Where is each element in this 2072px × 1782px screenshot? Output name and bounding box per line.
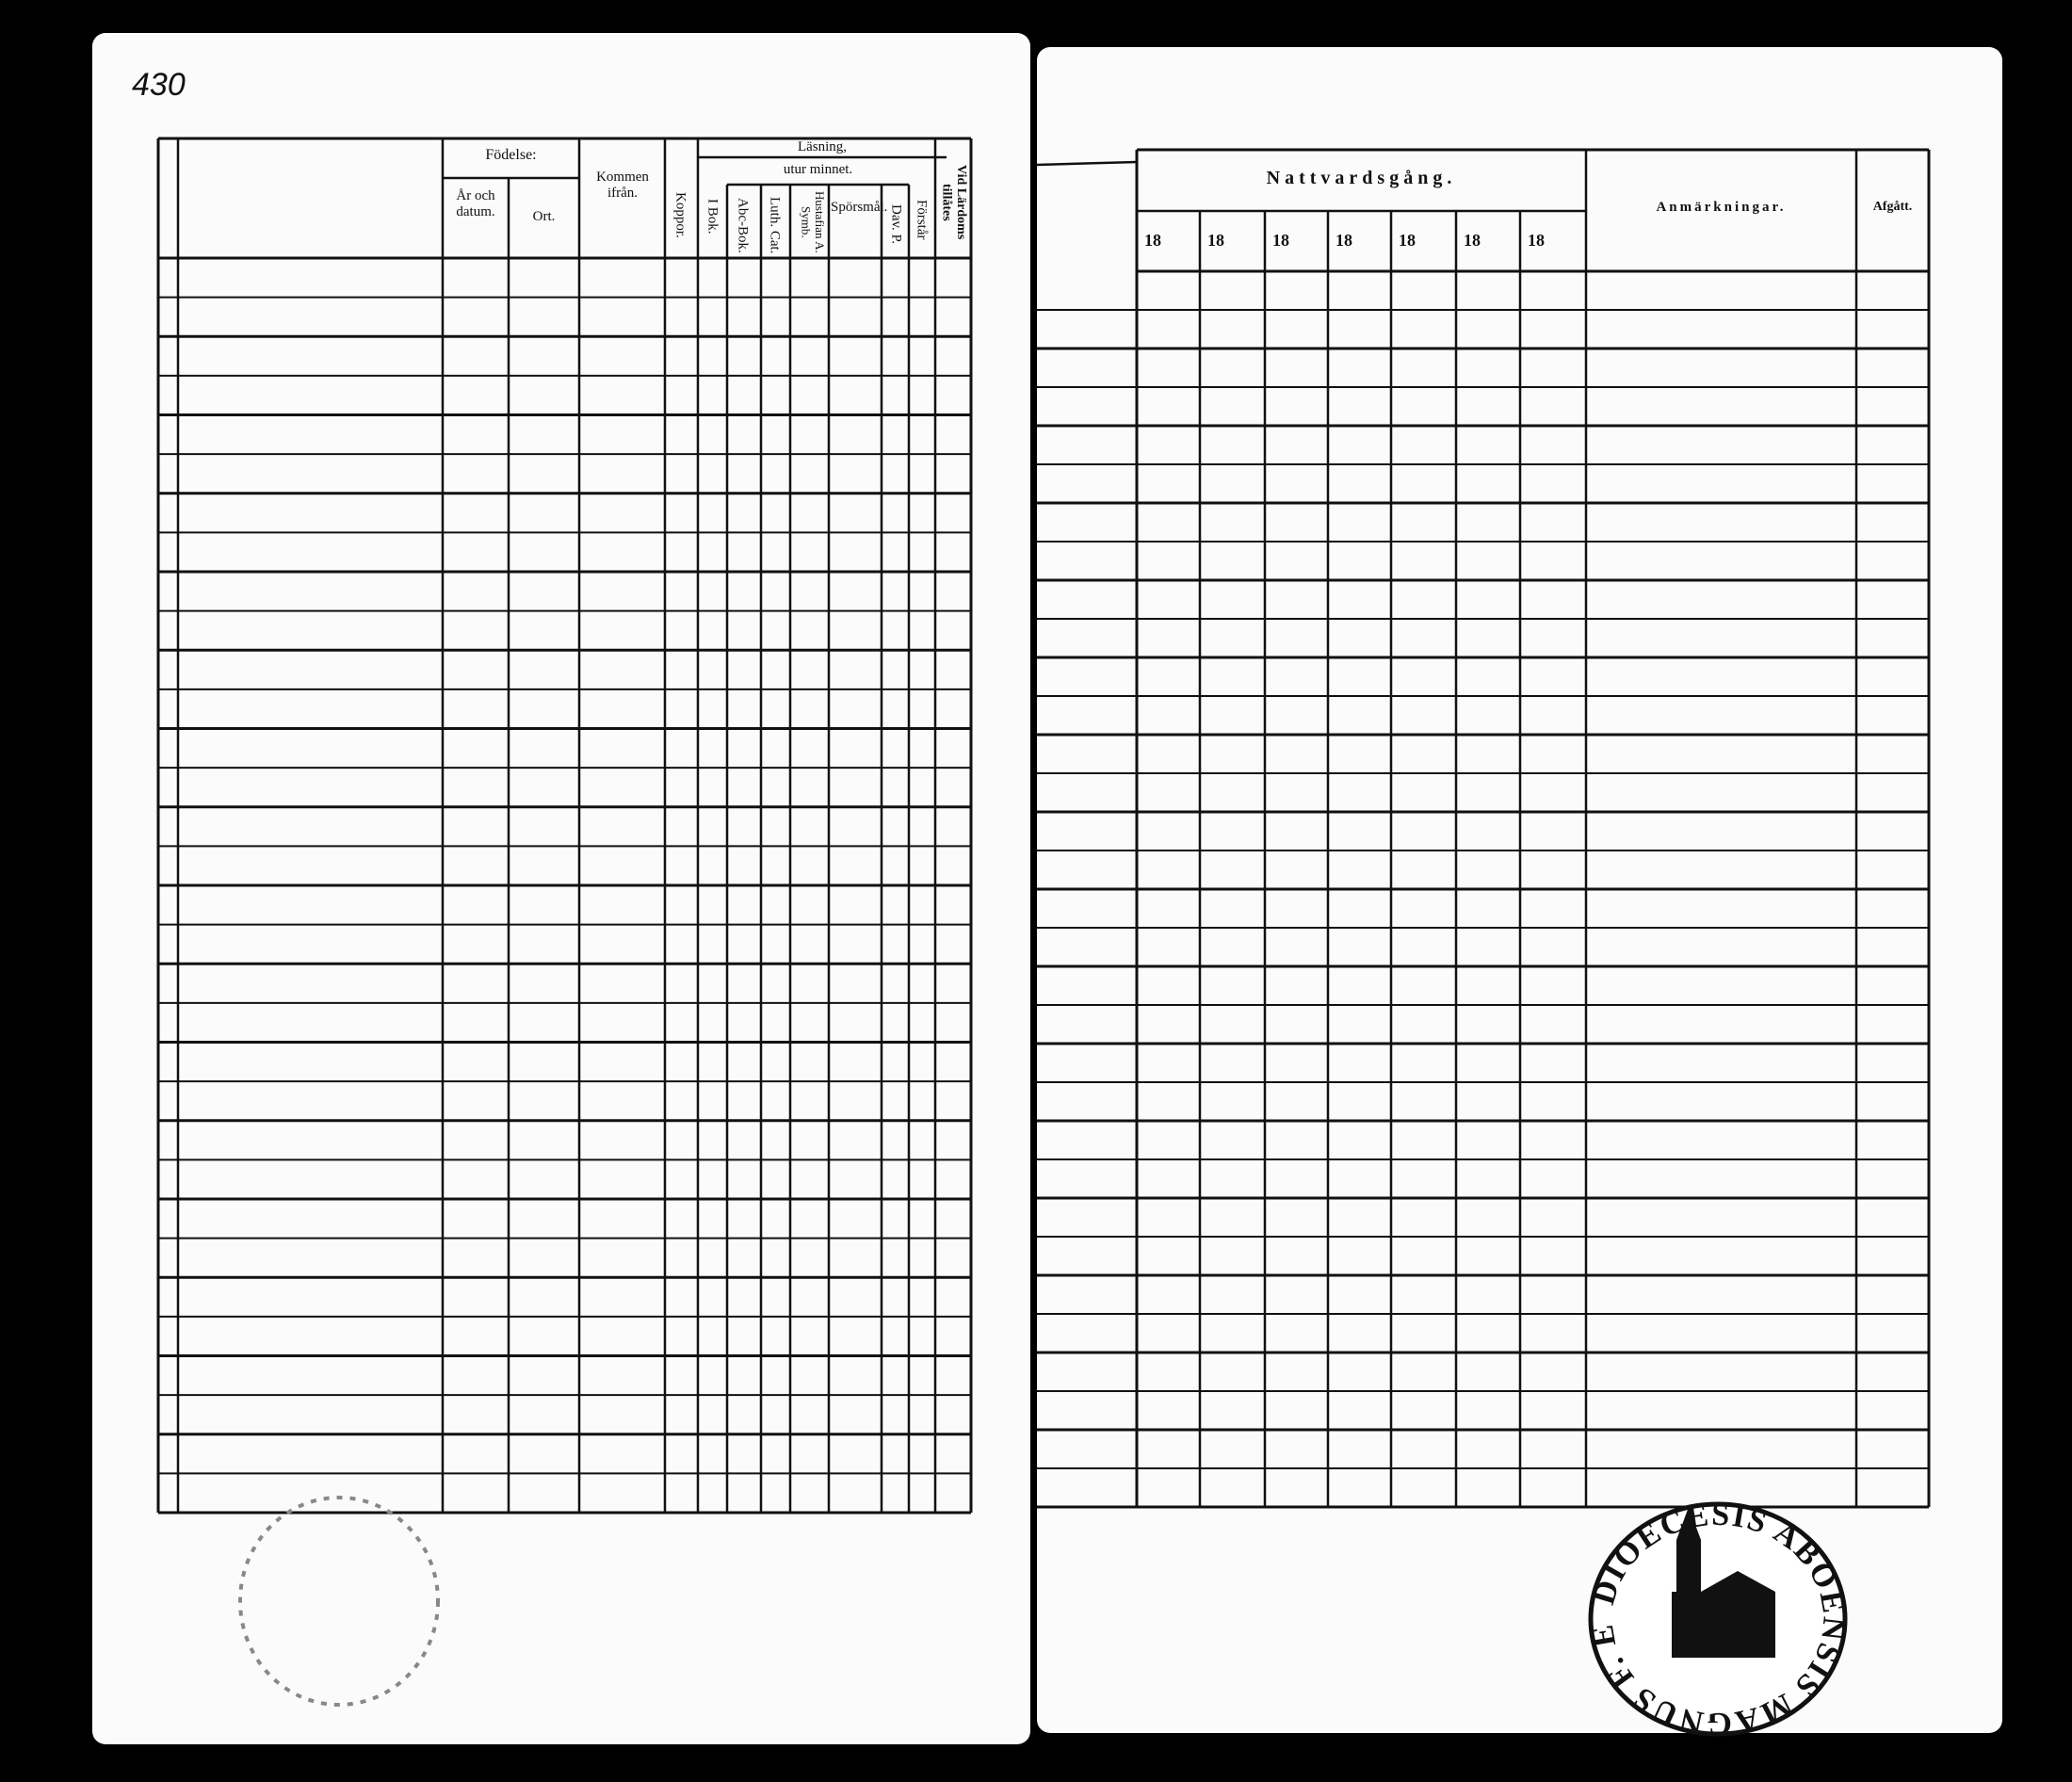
header: Ort. <box>532 209 556 224</box>
header: Hustafian A. Symb. <box>799 191 827 253</box>
year-prefix: 18 <box>1272 231 1289 250</box>
year-prefix: 18 <box>1464 231 1481 250</box>
header: Spörsmål. <box>831 200 888 215</box>
left-page <box>92 33 1030 1744</box>
year-prefix: 18 <box>1399 231 1416 250</box>
year-prefix: 18 <box>1528 231 1545 250</box>
rule <box>1036 160 1138 167</box>
stamp-text-path: DIOECESIS ABOENSIS MAGNUS F. ENGL. FINL. <box>0 0 1850 1741</box>
year-prefix: 18 <box>1144 231 1161 250</box>
header: Luth. Cat. <box>767 196 783 254</box>
header: Förstår <box>914 199 930 240</box>
stamp-text: DIOECESIS ABOENSIS MAGNUS F. ENGL. FINL. <box>0 0 1850 1741</box>
header: Anmärkningar. <box>1656 200 1787 215</box>
page-number: 430 <box>132 67 186 103</box>
header: Koppor. <box>672 191 688 238</box>
header: utur minnet. <box>783 162 853 177</box>
header: Vid Lärdoms tillåtes <box>939 165 968 240</box>
header: Abc-Bok. <box>735 197 751 253</box>
header: År och datum. <box>456 188 495 219</box>
header: Födelse: <box>485 147 537 163</box>
header: Afgått. <box>1872 200 1913 214</box>
year-prefix: 18 <box>1207 231 1224 250</box>
header: I Bok. <box>704 199 720 235</box>
header: Dav. P. <box>888 204 904 244</box>
header: Nattvardsgång. <box>1266 168 1457 188</box>
header: Kommen ifrån. <box>596 170 649 201</box>
year-prefix: 18 <box>1335 231 1352 250</box>
header: Läsning, <box>797 139 848 154</box>
